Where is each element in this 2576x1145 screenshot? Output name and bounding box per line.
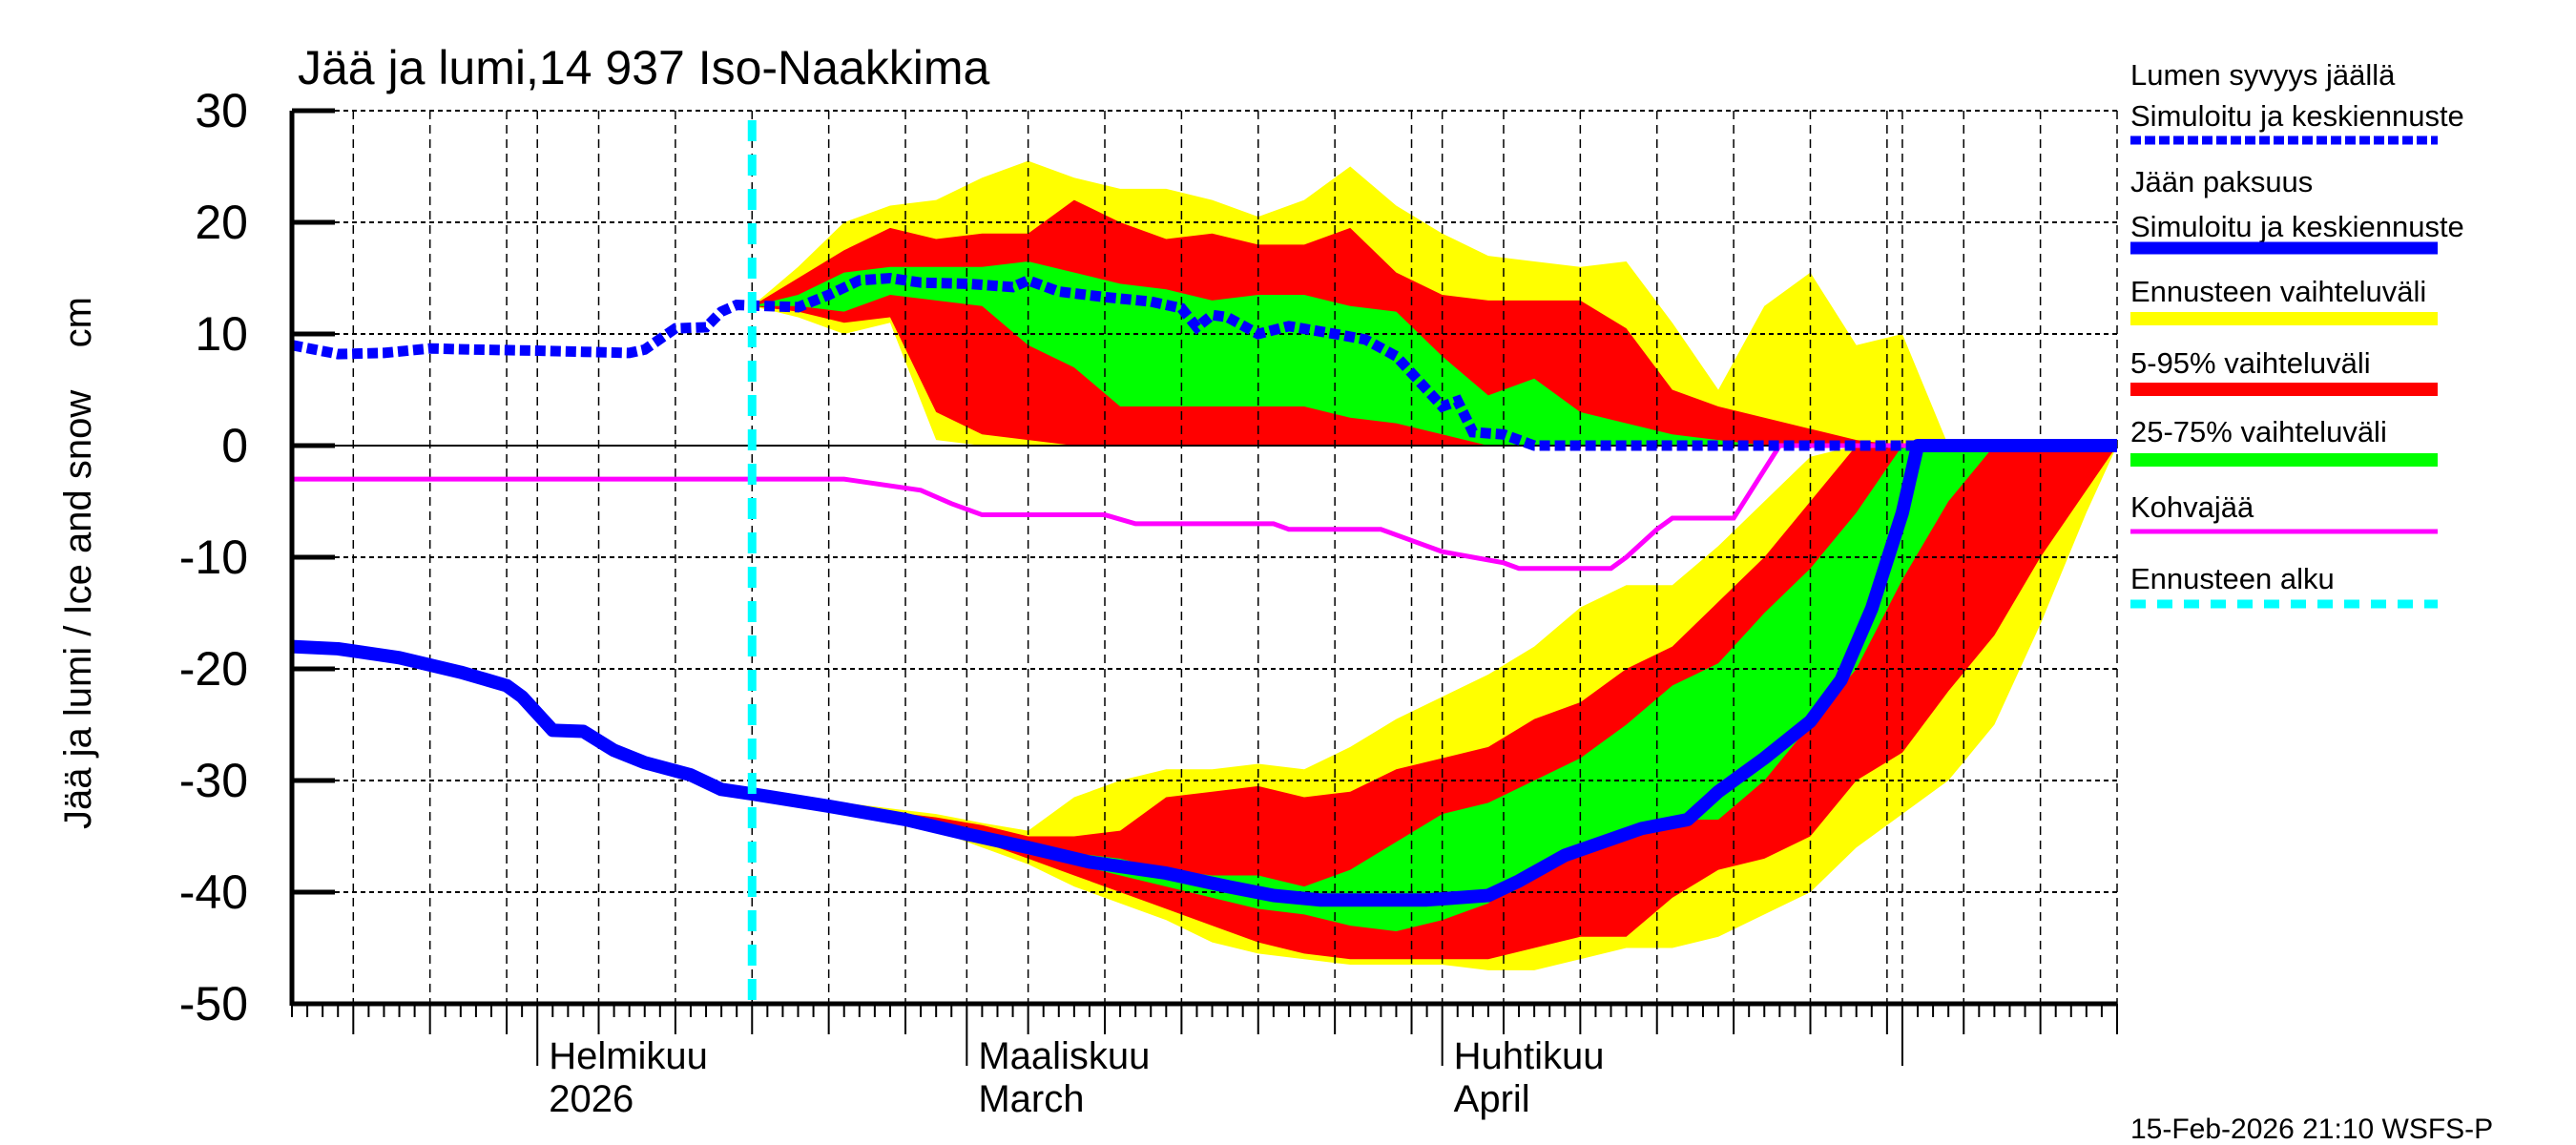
- y-tick-label: 20: [195, 196, 248, 249]
- y-tick-label: 30: [195, 84, 248, 137]
- y-tick-label: -10: [179, 531, 248, 584]
- month-label: Huhtikuu: [1454, 1035, 1605, 1077]
- y-axis-label: Jää ja lumi / Ice and snow cm: [57, 297, 99, 829]
- y-tick-label: -20: [179, 642, 248, 696]
- ice-5-95-band: [752, 446, 2117, 960]
- month-label-sub: 2026: [549, 1078, 634, 1120]
- forecast-bands: [752, 160, 2117, 970]
- ice-thickness-line: [291, 439, 2117, 907]
- legend-label: Kohvajää: [2130, 490, 2254, 524]
- slush-ice-line: [292, 443, 2117, 572]
- y-tick-label: 10: [195, 307, 248, 361]
- snow-25-75-band: [752, 260, 2117, 446]
- chart-title: Jää ja lumi,14 937 Iso-Naakkima: [298, 41, 990, 94]
- legend: Lumen syvyys jäällä Simuloitu ja keskienn…: [2130, 58, 2464, 609]
- month-label: Helmikuu: [549, 1035, 708, 1077]
- y-tick-label: -50: [179, 977, 248, 1030]
- snow-depth-line: [290, 272, 2117, 451]
- legend-label: Jään paksuus: [2130, 165, 2313, 198]
- snow-5-95-band: [752, 199, 2117, 446]
- series-lines: [290, 120, 2117, 1004]
- legend-sublabel: Simuloitu ja keskiennuste: [2130, 99, 2464, 133]
- legend-label: Ennusteen vaihteluväli: [2130, 275, 2426, 308]
- month-label-sub: April: [1454, 1078, 1530, 1120]
- month-label: Maaliskuu: [978, 1035, 1150, 1077]
- grid: [292, 110, 2118, 1004]
- legend-label: Lumen syvyys jäällä: [2130, 58, 2396, 92]
- legend-label: Ennusteen alku: [2130, 562, 2335, 595]
- axes: [289, 108, 2118, 1066]
- timestamp: 15-Feb-2026 21:10 WSFS-P: [2130, 1114, 2493, 1145]
- y-tick-label: 0: [221, 419, 248, 472]
- y-tick-label: -30: [179, 754, 248, 807]
- legend-label: 5-95% vaihteluväli: [2130, 346, 2371, 380]
- legend-sublabel: Simuloitu ja keskiennuste: [2130, 210, 2464, 243]
- y-tick-labels: 30 20 10 0 -10 -20 -30 -40 -50: [179, 84, 248, 1030]
- y-tick-label: -40: [179, 865, 248, 919]
- legend-label: 25-75% vaihteluväli: [2130, 415, 2387, 448]
- month-label-sub: March: [978, 1078, 1084, 1120]
- ice-25-75-band: [752, 446, 2117, 931]
